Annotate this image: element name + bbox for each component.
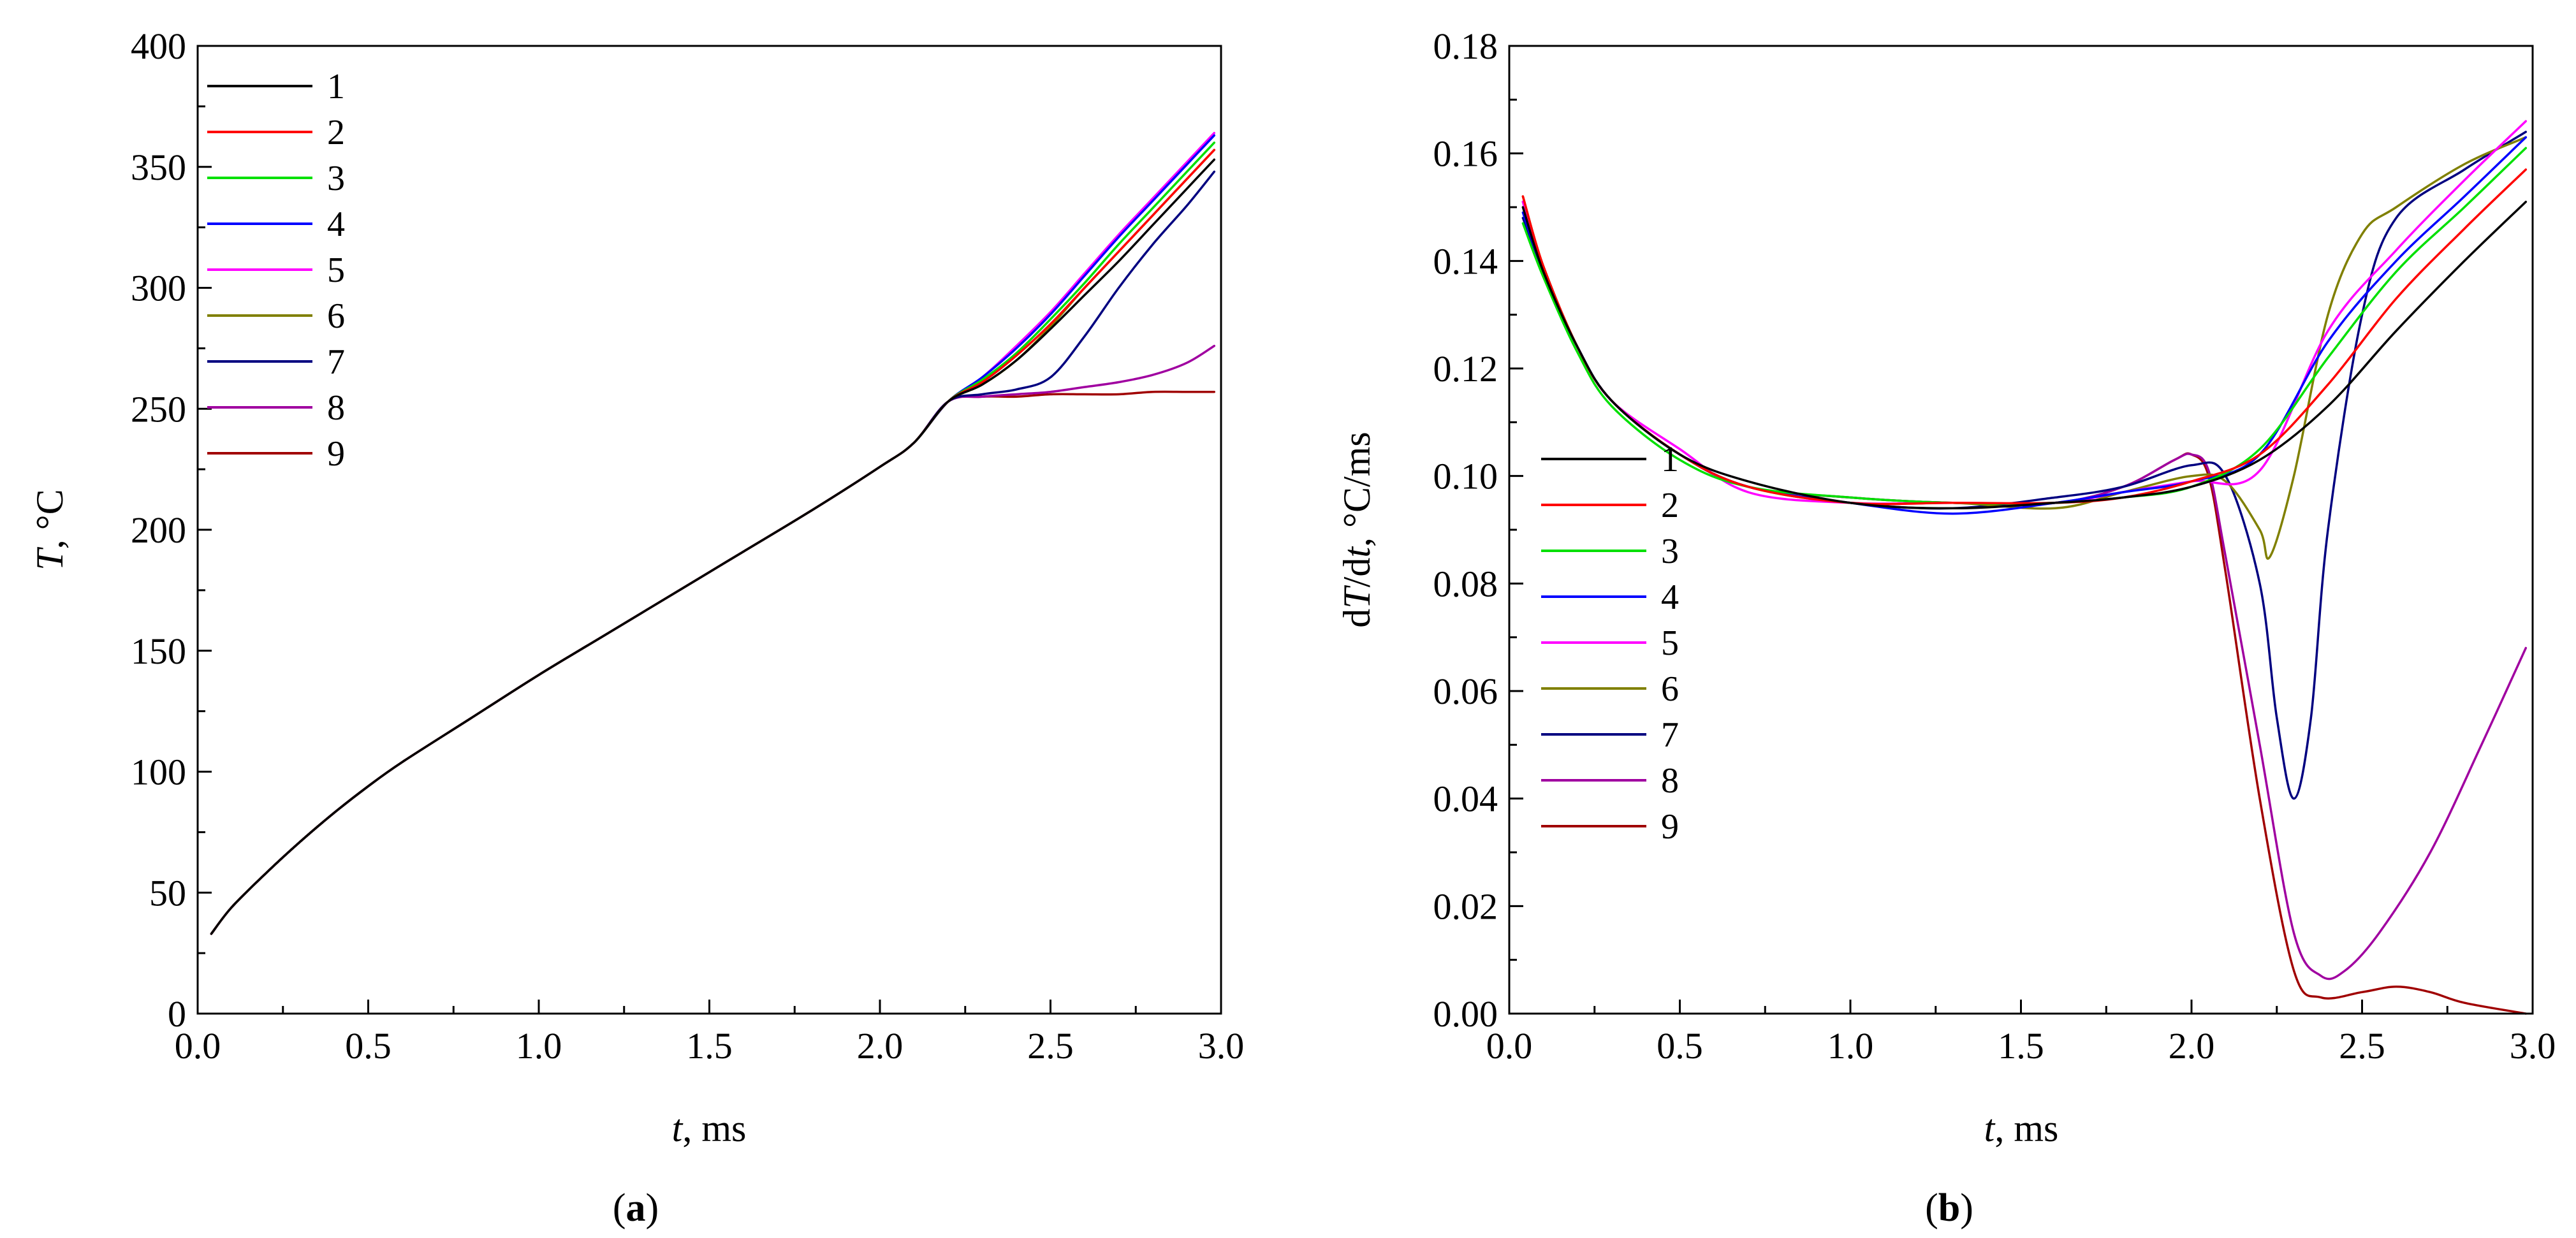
panel-b-legend-label-2: 2 — [1661, 486, 1679, 525]
panel-a-legend-label-8: 8 — [327, 388, 345, 428]
panel-a-legend: 1 2 3 4 5 6 7 8 9 — [207, 67, 345, 474]
panel-a-x-axis-label: t, ms — [672, 1107, 747, 1149]
panel-b-x-tick-label: 1.0 — [1827, 1025, 1874, 1067]
panel-a-plot-frame — [196, 45, 1222, 1015]
panel-b-x-tick-label: 2.5 — [2339, 1025, 2385, 1067]
panel-a-legend-label-9: 9 — [327, 434, 345, 474]
panel-b-x-tick-label: 0.5 — [1657, 1025, 1703, 1067]
panel-b-legend-label-3: 3 — [1661, 532, 1679, 571]
panel-a-tick-labels: 0.0 0.5 1.0 1.5 2.0 2.5 3.0 0 50 100 150 200 250 300 3… — [131, 25, 1244, 1067]
panel-b-y-tick-label: 0.14 — [1433, 240, 1498, 282]
panel-a-x-tick-label: 2.5 — [1027, 1025, 1074, 1067]
panel-a-legend-label-4: 4 — [327, 205, 345, 244]
panel-b-y-tick-label: 0.02 — [1433, 885, 1498, 927]
panel-a-series-9-line — [210, 390, 1216, 935]
panel-a-series-4-line — [210, 134, 1216, 935]
panel-a-y-tick-label: 250 — [131, 388, 186, 430]
panel-b-ticks — [1508, 45, 2534, 1015]
panel-b-y-tick-label: 0.18 — [1433, 25, 1498, 67]
panel-a-y-axis-label: T, °C — [29, 489, 71, 570]
panel-a-x-tick-label: 1.0 — [516, 1025, 562, 1067]
panel-a-y-tick-label: 400 — [131, 25, 186, 67]
panel-b-legend-label-5: 5 — [1661, 623, 1679, 663]
panel-a-series-8-line — [210, 344, 1216, 935]
panel-a-y-tick-label: 300 — [131, 268, 186, 309]
panel-a-ticks — [196, 45, 1222, 1015]
panel-b-legend: 1 2 3 4 5 6 7 8 9 — [1541, 440, 1679, 847]
panel-a-series-5-line — [210, 131, 1216, 935]
panel-b-y-tick-label: 0.00 — [1433, 993, 1498, 1035]
panel-b-x-axis-label: t, ms — [1984, 1107, 2059, 1149]
panel-a-x-tick-label: 0.0 — [175, 1025, 221, 1067]
panel-b-y-tick-label: 0.06 — [1433, 671, 1498, 712]
panel-b-y-axis-label: dT/dt, °C/ms — [1336, 432, 1378, 627]
panel-a-legend-label-3: 3 — [327, 159, 345, 198]
panel-a-legend-label-1: 1 — [327, 67, 345, 106]
panel-a: 0.0 0.5 1.0 1.5 2.0 2.5 3.0 0 50 100 150 200 250 300 3… — [29, 25, 1244, 1230]
panel-a-legend-label-6: 6 — [327, 296, 345, 336]
panel-a-series-6-line — [210, 149, 1216, 935]
panel-a-y-tick-label: 0 — [168, 993, 186, 1035]
panel-a-y-tick-label: 350 — [131, 147, 186, 188]
panel-b-legend-label-9: 9 — [1661, 807, 1679, 847]
panel-a-label: (a) — [613, 1186, 659, 1230]
panel-b-y-tick-label: 0.12 — [1433, 348, 1498, 390]
panel-a-y-tick-label: 50 — [149, 872, 186, 914]
panel-a-y-tick-label: 200 — [131, 509, 186, 551]
panel-a-series-1-line — [210, 158, 1216, 935]
panel-b-legend-label-1: 1 — [1661, 440, 1679, 479]
panel-b-tick-labels: 0.0 0.5 1.0 1.5 2.0 2.5 3.0 0.00 0.02 0.04 0.06 0.0… — [1433, 25, 2556, 1067]
panel-a-y-tick-label: 100 — [131, 752, 186, 793]
panel-b-y-tick-label: 0.08 — [1433, 563, 1498, 604]
panel-a-x-tick-label: 2.0 — [857, 1025, 904, 1067]
panel-b-y-tick-label: 0.10 — [1433, 456, 1498, 497]
panel-b: 0.0 0.5 1.0 1.5 2.0 2.5 3.0 0.00 0.02 0.04 0.06 0.0… — [1336, 25, 2556, 1230]
panel-a-y-tick-label: 150 — [131, 630, 186, 672]
panel-a-legend-label-5: 5 — [327, 251, 345, 290]
panel-b-x-tick-label: 0.0 — [1486, 1025, 1533, 1067]
panel-b-x-tick-label: 2.0 — [2169, 1025, 2215, 1067]
panel-b-legend-label-4: 4 — [1661, 578, 1679, 617]
panel-a-x-tick-label: 3.0 — [1198, 1025, 1245, 1067]
panel-b-y-tick-label: 0.04 — [1433, 778, 1498, 820]
panel-b-legend-label-6: 6 — [1661, 669, 1679, 709]
panel-a-legend-label-7: 7 — [327, 342, 345, 382]
panel-a-series-2-line — [210, 149, 1216, 935]
panel-a-x-tick-label: 0.5 — [345, 1025, 392, 1067]
panel-b-plot-frame — [1508, 45, 2534, 1015]
panel-b-x-tick-label: 1.5 — [1998, 1025, 2044, 1067]
panel-b-curves — [1521, 120, 2528, 1015]
panel-a-series-3-line — [210, 142, 1216, 935]
panel-b-y-tick-label: 0.16 — [1433, 133, 1498, 175]
panel-b-legend-label-7: 7 — [1661, 715, 1679, 755]
panel-a-series-7-line — [210, 170, 1216, 935]
panel-a-legend-label-2: 2 — [327, 113, 345, 152]
panel-b-x-tick-label: 3.0 — [2510, 1025, 2556, 1067]
panel-a-curves — [210, 131, 1216, 935]
panel-a-x-tick-label: 1.5 — [686, 1025, 733, 1067]
panel-b-label: (b) — [1925, 1186, 1973, 1230]
panel-b-legend-label-8: 8 — [1661, 761, 1679, 801]
panel-b-series-1-line — [1521, 200, 2528, 510]
